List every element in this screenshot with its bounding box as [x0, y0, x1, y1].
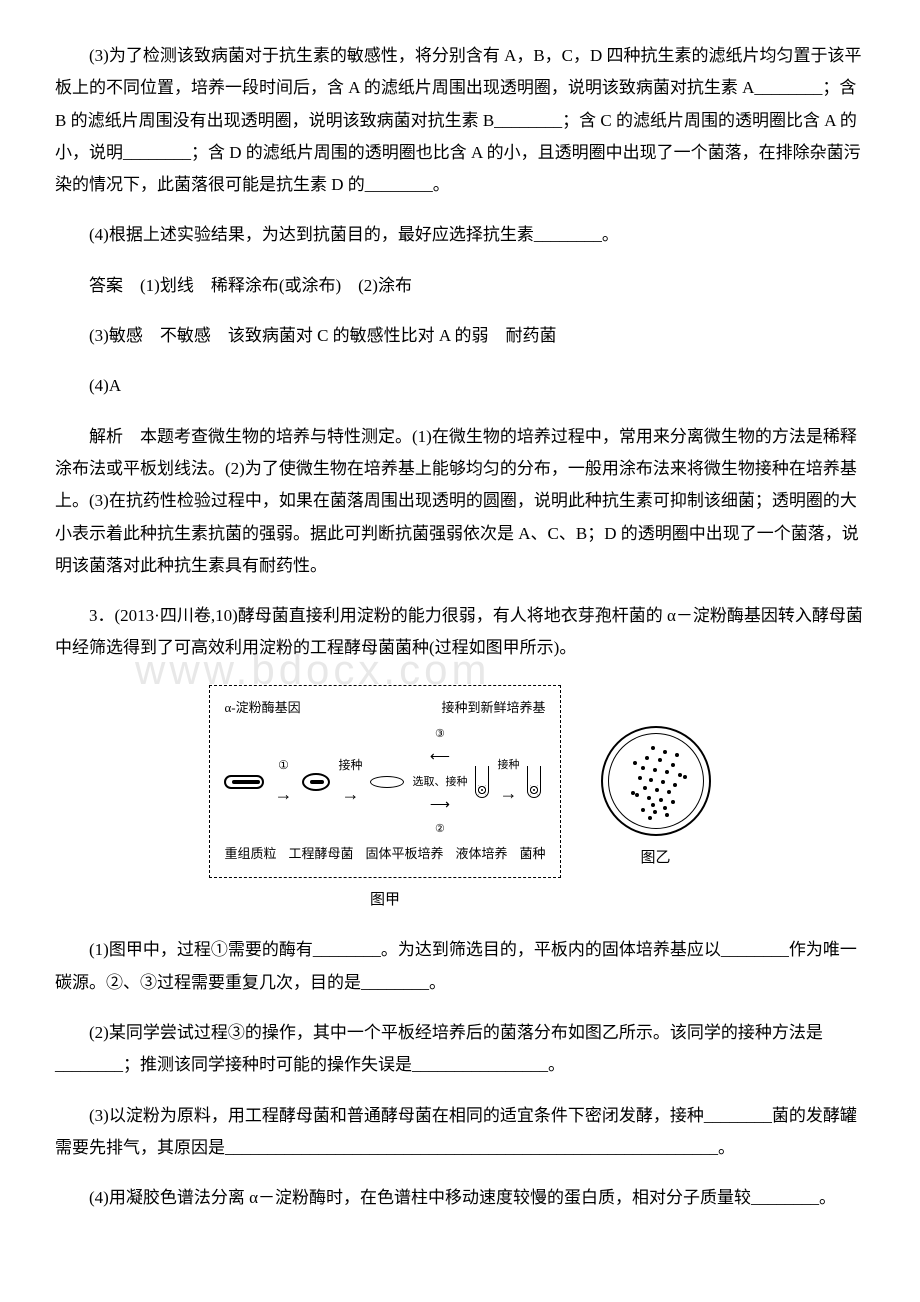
step-1-label: ①: [278, 754, 289, 777]
test-tube-icon-2: [527, 766, 541, 798]
step-3-label: ③: [435, 724, 445, 745]
colony-dot: [673, 783, 677, 787]
sub-question-3: (3)以淀粉为原料，用工程酵母菌和普通酵母菌在相同的适宜条件下密闭发酵，接种__…: [55, 1100, 865, 1165]
bottom-label-1: 重组质粒: [224, 842, 276, 867]
arrow-icon: ⟵: [428, 745, 452, 772]
inoculate-label-1: 接种: [338, 754, 362, 777]
select-label: 选取、接种: [412, 772, 467, 793]
colony-dot: [665, 813, 669, 817]
colony-dot: [651, 746, 655, 750]
question-4-text: (4)根据上述实验结果，为达到抗菌目的，最好应选择抗生素________。: [55, 219, 865, 251]
colony-dot: [641, 808, 645, 812]
answer-line-2: (3)敏感 不敏感 该致病菌对 C 的敏感性比对 A 的弱 耐药菌: [55, 320, 865, 352]
colony-dot: [647, 796, 651, 800]
arrow-icon: →: [497, 776, 519, 810]
colony-dot: [675, 753, 679, 757]
figure-container: α-淀粉酶基因 接种到新鲜培养基 ① →: [55, 685, 865, 915]
colony-dot: [649, 778, 653, 782]
colony-dot: [633, 761, 637, 765]
step-2-label: ②: [435, 819, 445, 840]
figure-jia-box: α-淀粉酶基因 接种到新鲜培养基 ① →: [209, 685, 560, 878]
colony-dot: [678, 773, 682, 777]
question-3-intro: 3．(2013·四川卷,10)酵母菌直接利用淀粉的能力很弱，有人将地衣芽孢杆菌的…: [55, 600, 865, 665]
caption-jia: 图甲: [209, 886, 560, 915]
colony-dot: [683, 775, 687, 779]
bottom-label-3: 固体平板培养: [365, 842, 443, 867]
arrow-icon: →: [339, 777, 361, 811]
plasmid-open-icon: [224, 775, 264, 789]
plasmid-closed-icon: [302, 773, 330, 791]
colony-dot: [659, 798, 663, 802]
colony-dot: [651, 803, 655, 807]
colony-dot: [645, 756, 649, 760]
inoculate-label-2: 接种: [497, 755, 519, 776]
colony-dot: [671, 800, 675, 804]
bottom-label-5: 菌种: [520, 842, 546, 867]
colony-dot: [655, 788, 659, 792]
sub-question-1: (1)图甲中，过程①需要的酶有________。为达到筛选目的，平板内的固体培养…: [55, 934, 865, 999]
caption-yi: 图乙: [601, 844, 711, 873]
colony-dot: [663, 806, 667, 810]
colony-dot: [661, 780, 665, 784]
answer-line-3: (4)A: [55, 370, 865, 402]
arrow-icon: ⟶: [428, 793, 452, 820]
colony-dot: [641, 766, 645, 770]
colony-dot: [663, 750, 667, 754]
colony-dot: [653, 768, 657, 772]
analysis-text: 解析 本题考查微生物的培养与特性测定。(1)在微生物的培养过程中，常用来分离微生…: [55, 421, 865, 582]
colony-dot: [635, 793, 639, 797]
sub-question-2: (2)某同学尝试过程③的操作，其中一个平板经培养后的菌落分布如图乙所示。该同学的…: [55, 1017, 865, 1082]
colony-dot: [631, 791, 635, 795]
colony-dot: [638, 776, 642, 780]
colony-dot: [667, 790, 671, 794]
colony-dot: [671, 763, 675, 767]
sub-question-4: (4)用凝胶色谱法分离 α－淀粉酶时，在色谱柱中移动速度较慢的蛋白质，相对分子质…: [55, 1182, 865, 1214]
colony-dot: [665, 770, 669, 774]
bottom-label-4: 液体培养: [456, 842, 508, 867]
colony-dot: [658, 758, 662, 762]
flow-diagram: ① → 接种 →: [224, 724, 545, 840]
question-3-text: (3)为了检测该致病菌对于抗生素的敏感性，将分别含有 A，B，C，D 四种抗生素…: [55, 40, 865, 201]
bottom-label-2: 工程酵母菌: [288, 842, 353, 867]
arrow-icon: →: [272, 777, 294, 811]
colony-dot: [648, 816, 652, 820]
colony-dot: [643, 786, 647, 790]
figure-top-label-right: 接种到新鲜培养基: [442, 696, 546, 721]
petri-big-figure-yi: [601, 726, 711, 836]
petri-dish-icon: [370, 776, 404, 788]
colony-dot: [653, 810, 657, 814]
answer-line-1: 答案 (1)划线 稀释涂布(或涂布) (2)涂布: [55, 270, 865, 302]
test-tube-icon: [475, 766, 489, 798]
document-content: (3)为了检测该致病菌对于抗生素的敏感性，将分别含有 A，B，C，D 四种抗生素…: [55, 40, 865, 1215]
figure-top-label-left: α-淀粉酶基因: [224, 696, 300, 721]
